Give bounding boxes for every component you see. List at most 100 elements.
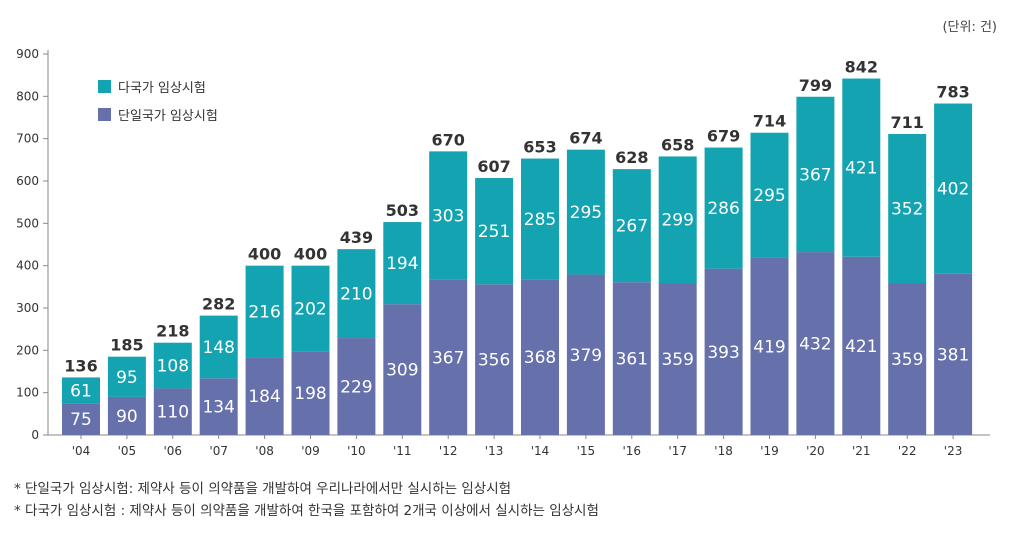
data-label-multi-country: 299	[661, 211, 693, 231]
data-label-single-country: 134	[202, 398, 234, 418]
x-tick-label: '15	[577, 444, 596, 458]
x-tick-label: '21	[852, 444, 871, 458]
data-label-multi-country: 148	[202, 338, 234, 358]
data-label-single-country: 361	[616, 350, 648, 370]
x-tick-label: '22	[898, 444, 917, 458]
x-tick-label: '12	[439, 444, 458, 458]
legend-swatch	[98, 80, 111, 93]
total-label: 607	[477, 157, 510, 176]
data-label-multi-country: 352	[891, 200, 923, 220]
data-label-multi-country: 95	[116, 368, 138, 388]
data-label-multi-country: 202	[294, 299, 326, 319]
bar-single-country	[842, 256, 881, 435]
y-tick-label: 900	[16, 47, 39, 61]
bar-single-country	[475, 284, 514, 435]
x-tick-label: '04	[72, 444, 91, 458]
bar-multi-country	[383, 222, 422, 305]
footnote-multi-country: * 다국가 임상시험 : 제약사 등이 의약품을 개발하여 한국을 포함하여 2…	[14, 503, 599, 519]
data-label-multi-country: 194	[386, 254, 418, 274]
data-label-single-country: 419	[753, 337, 785, 357]
bar-single-country	[566, 274, 605, 435]
y-tick-label: 800	[16, 89, 39, 103]
total-label: 679	[707, 127, 740, 146]
x-tick-label: '16	[623, 444, 642, 458]
total-label: 282	[202, 295, 235, 314]
y-tick-label: 200	[16, 343, 39, 357]
bar-multi-country	[62, 377, 100, 404]
total-label: 674	[569, 129, 602, 148]
bar-multi-country	[291, 265, 330, 352]
bar-multi-country	[612, 169, 651, 283]
total-label: 400	[248, 245, 281, 264]
x-tick-label: '06	[164, 444, 183, 458]
bar-single-country	[199, 378, 238, 435]
data-label-multi-country: 367	[799, 165, 831, 185]
data-label-multi-country: 216	[248, 302, 280, 322]
x-tick-label: '18	[714, 444, 733, 458]
bar-single-country	[429, 279, 468, 435]
data-label-single-country: 367	[432, 348, 464, 368]
bar-single-country	[291, 351, 330, 435]
bar-multi-country	[658, 156, 697, 284]
bar-single-country	[612, 282, 651, 435]
bar-single-country	[704, 268, 743, 435]
total-label: 653	[523, 138, 556, 157]
data-label-single-country: 432	[799, 335, 831, 355]
bar-single-country	[750, 257, 789, 435]
x-tick-label: '05	[118, 444, 137, 458]
y-tick-label: 500	[16, 216, 39, 230]
total-label: 185	[110, 336, 143, 355]
data-label-single-country: 379	[570, 346, 602, 366]
data-label-multi-country: 61	[70, 381, 92, 401]
data-label-single-country: 356	[478, 351, 510, 371]
bar-single-country	[383, 304, 422, 435]
bar-single-country	[796, 252, 835, 435]
x-tick-label: '11	[393, 444, 412, 458]
x-tick-label: '10	[347, 444, 366, 458]
data-label-multi-country: 286	[707, 199, 739, 219]
data-label-single-country: 184	[248, 387, 280, 407]
y-tick-label: 700	[16, 132, 39, 146]
data-label-multi-country: 251	[478, 222, 510, 242]
total-label: 400	[294, 245, 327, 264]
footnote-single-country: * 단일국가 임상시험: 제약사 등이 의약품을 개발하여 우리나라에서만 실시…	[14, 481, 512, 497]
data-label-multi-country: 295	[753, 186, 785, 206]
bar-single-country	[153, 388, 192, 435]
data-label-multi-country: 402	[937, 180, 969, 200]
total-label: 439	[340, 228, 373, 247]
total-label: 714	[753, 112, 786, 131]
data-label-single-country: 359	[661, 350, 693, 370]
total-label: 503	[386, 201, 419, 220]
legend-label: 단일국가 임상시험	[118, 109, 218, 124]
data-label-multi-country: 267	[616, 217, 648, 237]
y-tick-label: 300	[16, 301, 39, 315]
data-label-multi-country: 108	[157, 357, 189, 377]
y-tick-label: 0	[31, 428, 39, 442]
bar-multi-country	[796, 96, 835, 253]
bar-multi-country	[429, 151, 468, 280]
y-tick-label: 100	[16, 386, 39, 400]
bar-single-country	[934, 273, 973, 435]
x-tick-label: '17	[668, 444, 687, 458]
bar-single-country	[107, 396, 146, 435]
total-label: 670	[431, 130, 464, 149]
data-label-multi-country: 210	[340, 285, 372, 305]
x-tick-label: '07	[209, 444, 228, 458]
bar-multi-country	[521, 158, 559, 280]
x-tick-label: '13	[485, 444, 504, 458]
bar-single-country	[521, 279, 559, 435]
data-label-single-country: 393	[707, 343, 739, 363]
bar-multi-country	[934, 103, 973, 274]
data-label-multi-country: 295	[570, 203, 602, 223]
y-tick-label: 400	[16, 259, 39, 273]
bar-single-country	[888, 283, 927, 435]
x-tick-label: '09	[301, 444, 320, 458]
bar-single-country	[62, 403, 100, 435]
total-label: 218	[156, 322, 189, 341]
bar-multi-country	[888, 134, 927, 284]
bar-multi-country	[107, 356, 146, 397]
y-tick-label: 600	[16, 174, 39, 188]
x-tick-label: '20	[806, 444, 825, 458]
data-label-single-country: 309	[386, 361, 418, 381]
data-label-single-country: 90	[116, 407, 138, 427]
